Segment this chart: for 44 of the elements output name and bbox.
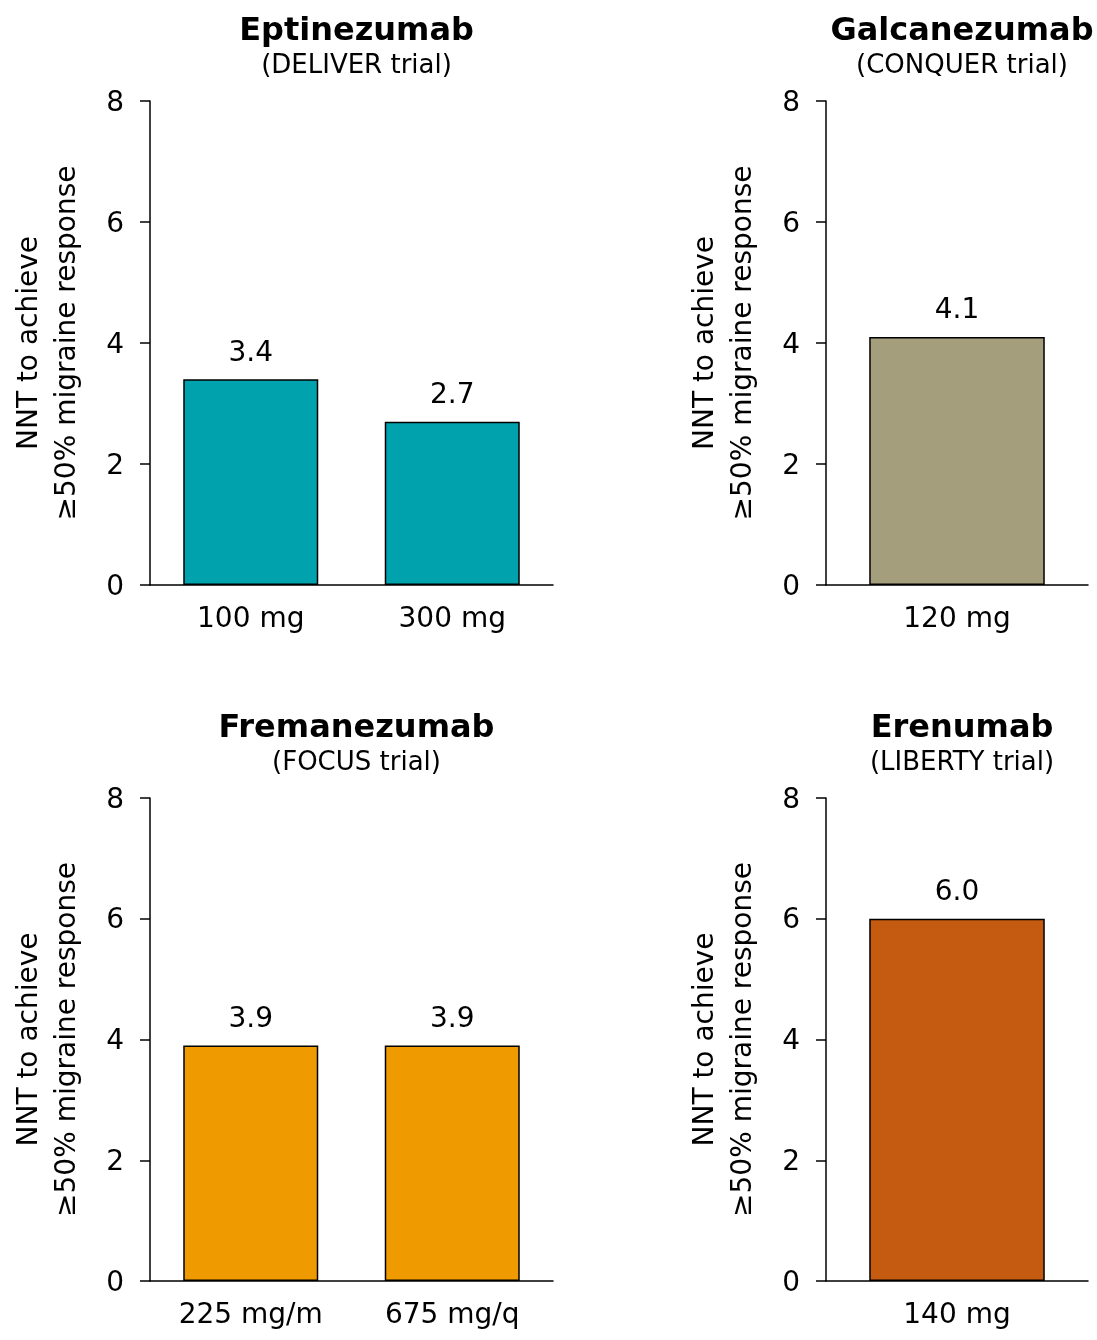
- y-axis-title: NNT to achieve ≥50% migraine response: [686, 862, 758, 1217]
- data-label: 6.0: [934, 874, 980, 908]
- y-tick-label: 8: [782, 781, 800, 815]
- y-tick-label: 2: [106, 447, 124, 481]
- chart-subtitle: (CONQUER trial): [856, 49, 1068, 79]
- data-label: 3.4: [228, 334, 274, 368]
- y-tick-label: 2: [782, 447, 800, 481]
- data-label: 4.1: [934, 292, 980, 326]
- y-tick-label: 8: [106, 84, 124, 118]
- y-tick-label: 2: [106, 1143, 124, 1177]
- x-tick-label: 675 mg/q: [384, 1296, 520, 1330]
- x-tick-label: 300 mg: [398, 600, 506, 634]
- y-tick-label: 0: [106, 568, 124, 602]
- y-tick-label: 0: [782, 568, 800, 602]
- chart-subtitle: (FOCUS trial): [272, 746, 441, 776]
- chart-title: Erenumab: [870, 707, 1054, 745]
- y-tick-label: 2: [782, 1143, 800, 1177]
- data-label: 3.9: [228, 1001, 274, 1035]
- y-tick-label: 4: [106, 1023, 124, 1056]
- y-tick-label: 8: [782, 84, 800, 118]
- chart-subtitle: (DELIVER trial): [261, 49, 452, 79]
- y-axis-title: NNT to achieve ≥50% migraine response: [10, 165, 82, 521]
- y-tick-label: 6: [106, 902, 124, 936]
- y-axis-title: NNT to achieve ≥50% migraine response: [686, 165, 758, 521]
- y-tick-label: 8: [106, 781, 124, 815]
- y-tick-label: 6: [782, 902, 800, 936]
- y-tick-label: 4: [782, 326, 800, 360]
- y-axis-title: NNT to achieve ≥50% migraine response: [10, 862, 82, 1217]
- y-tick-label: 6: [106, 205, 124, 239]
- x-tick-label: 140 mg: [903, 1296, 1011, 1330]
- y-tick-label: 0: [106, 1264, 124, 1298]
- y-tick-label: 4: [106, 326, 124, 360]
- chart-subtitle: (LIBERTY trial): [869, 746, 1055, 776]
- chart-title: Eptinezumab: [239, 10, 474, 48]
- x-tick-label: 100 mg: [197, 600, 305, 634]
- y-tick-label: 0: [782, 1264, 800, 1298]
- data-label: 2.7: [429, 377, 475, 411]
- data-label: 3.9: [429, 1001, 475, 1035]
- x-tick-label: 225 mg/m: [178, 1296, 323, 1330]
- x-tick-label: 120 mg: [903, 600, 1011, 634]
- y-tick-label: 4: [782, 1023, 800, 1056]
- chart-title: Galcanezumab: [830, 10, 1094, 48]
- chart-title: Fremanezumab: [218, 707, 495, 745]
- y-tick-label: 6: [782, 205, 800, 239]
